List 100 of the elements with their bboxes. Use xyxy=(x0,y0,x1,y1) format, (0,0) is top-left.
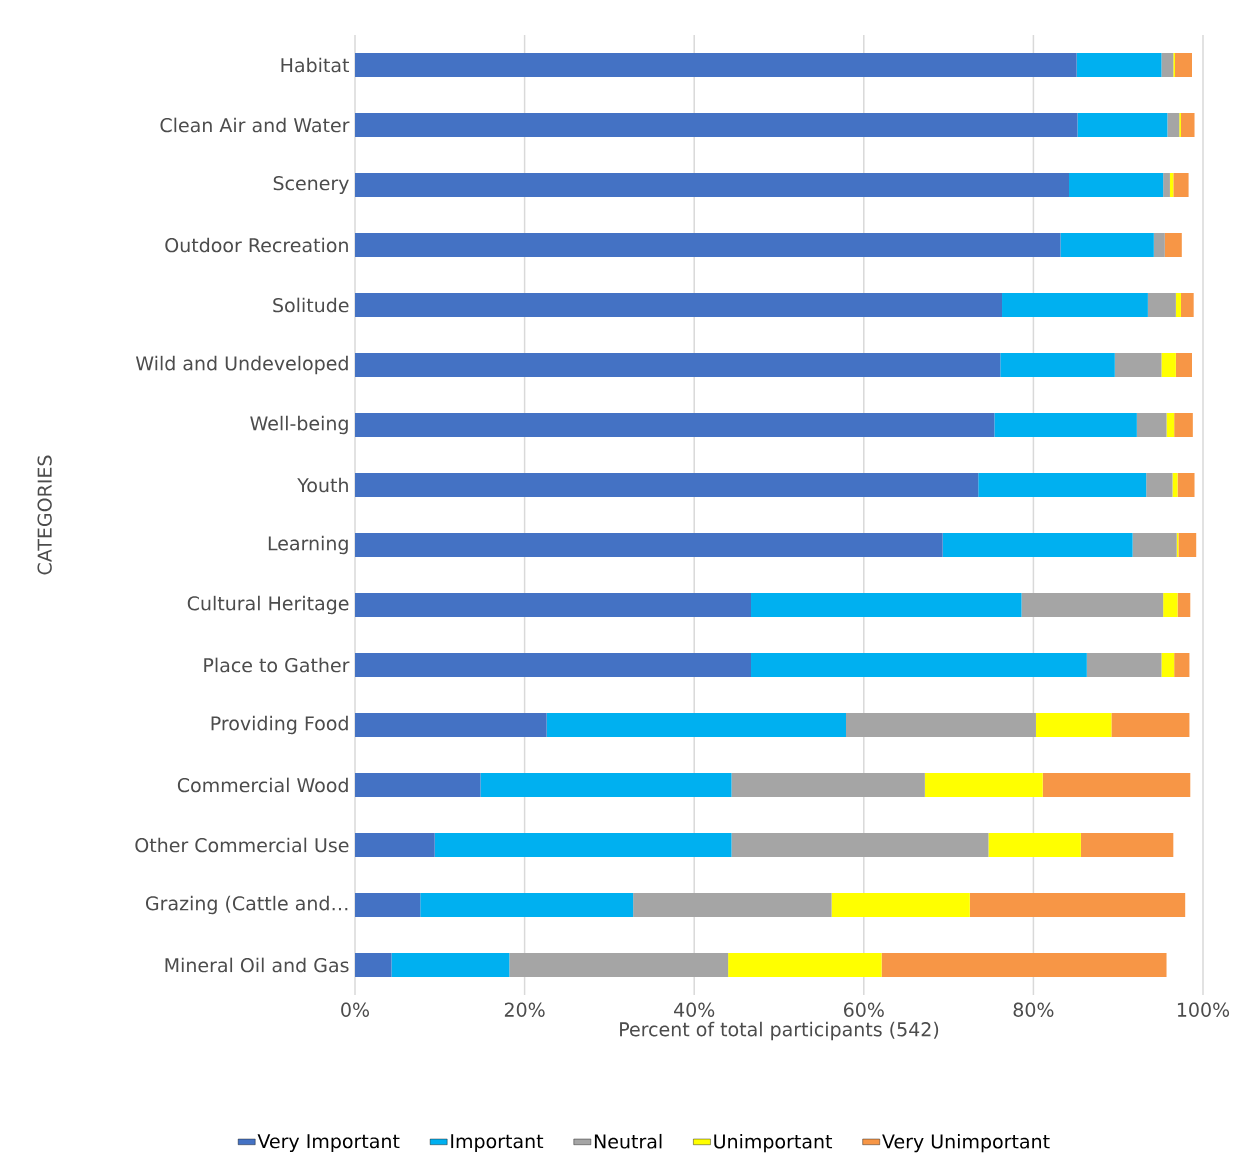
bar xyxy=(1077,113,1168,137)
bar xyxy=(1174,413,1193,437)
bar xyxy=(1146,473,1173,497)
bar xyxy=(355,233,1061,257)
bar xyxy=(1166,413,1175,437)
bar xyxy=(1060,233,1154,257)
x-tick-label: 100% xyxy=(1177,1002,1230,1017)
y-tick-label: Youth xyxy=(297,477,348,493)
bar xyxy=(1175,293,1181,317)
bar xyxy=(1161,353,1176,377)
bar xyxy=(355,533,943,557)
bar xyxy=(355,113,1078,137)
bar xyxy=(1164,233,1182,257)
bar xyxy=(1136,413,1167,437)
bar xyxy=(1111,713,1190,737)
bar xyxy=(391,953,510,977)
bar xyxy=(420,893,634,917)
x-tick-label: 0% xyxy=(341,1002,370,1017)
y-tick-label: Grazing (Cattle and… xyxy=(145,895,348,915)
bar xyxy=(942,533,1133,557)
bar xyxy=(969,893,1186,917)
x-tick-label: 60% xyxy=(844,1002,884,1017)
bar xyxy=(480,773,732,797)
y-tick-label: Solitude xyxy=(273,297,349,313)
bar xyxy=(1163,593,1178,617)
bar xyxy=(1173,173,1189,197)
y-tick-label: Commercial Wood xyxy=(177,777,348,793)
bar xyxy=(978,473,1147,497)
bar xyxy=(1042,773,1191,797)
bar xyxy=(1175,53,1192,77)
bar xyxy=(1076,53,1162,77)
bar xyxy=(355,173,1070,197)
y-tick-label: Scenery xyxy=(273,175,349,195)
bar xyxy=(355,293,1003,317)
bar xyxy=(355,833,435,857)
bar xyxy=(1167,113,1180,137)
y-tick-label: Mineral Oil and Gas xyxy=(165,957,349,973)
bar xyxy=(1175,353,1192,377)
bar xyxy=(881,953,1167,977)
bar xyxy=(845,713,1036,737)
x-tick-label: 20% xyxy=(504,1002,545,1017)
bar xyxy=(1177,593,1191,617)
y-axis-title: CATEGORIES xyxy=(37,455,52,575)
bar xyxy=(434,833,732,857)
legend-label: Very Important xyxy=(257,1134,400,1153)
bar xyxy=(1180,113,1195,137)
bar xyxy=(731,833,989,857)
bar xyxy=(1069,173,1164,197)
bar xyxy=(924,773,1043,797)
bar xyxy=(1086,653,1162,677)
y-tick-label: Habitat xyxy=(281,57,350,73)
bar xyxy=(546,713,846,737)
bar xyxy=(751,653,1087,677)
bar xyxy=(355,413,995,437)
bar xyxy=(1132,533,1177,557)
x-axis-title: Percent of total participants (542) xyxy=(620,1021,939,1041)
bar xyxy=(1178,533,1197,557)
bar xyxy=(1153,233,1165,257)
y-tick-label: Well-being xyxy=(250,415,348,435)
bar xyxy=(728,953,882,977)
bar xyxy=(1021,593,1164,617)
bar xyxy=(1161,53,1174,77)
bar xyxy=(1002,293,1148,317)
bar xyxy=(355,773,481,797)
y-tick-label: Providing Food xyxy=(211,715,348,735)
y-tick-label: Clean Air and Water xyxy=(160,117,350,133)
bar xyxy=(1174,653,1190,677)
bar xyxy=(1000,353,1115,377)
bar xyxy=(831,893,970,917)
bar xyxy=(1180,293,1194,317)
bar xyxy=(1035,713,1112,737)
bar xyxy=(751,593,1022,617)
legend-label: Important xyxy=(451,1134,544,1153)
y-tick-label: Place to Gather xyxy=(204,657,350,673)
y-tick-label: Learning xyxy=(268,535,348,555)
bar xyxy=(994,413,1137,437)
bar xyxy=(731,773,925,797)
bar xyxy=(355,593,752,617)
legend-label: Unimportant xyxy=(714,1133,833,1153)
bar xyxy=(633,893,832,917)
bar xyxy=(355,893,421,917)
bar xyxy=(355,353,1001,377)
y-tick-label: Wild and Undeveloped xyxy=(135,355,348,375)
bar xyxy=(1147,293,1176,317)
bar xyxy=(355,653,752,677)
bar xyxy=(1163,173,1170,197)
bar xyxy=(355,473,979,497)
bar xyxy=(355,53,1077,77)
bar xyxy=(355,713,547,737)
bar xyxy=(1080,833,1174,857)
bar xyxy=(988,833,1081,857)
y-tick-label: Other Commercial Use xyxy=(135,837,349,853)
bar xyxy=(355,953,392,977)
legend-label: Neutral xyxy=(594,1133,662,1149)
legend-label: Very Unimportant xyxy=(882,1133,1050,1153)
y-tick-label: Cultural Heritage xyxy=(187,595,349,615)
x-tick-label: 80% xyxy=(1013,1002,1054,1017)
bar xyxy=(1177,473,1195,497)
y-tick-label: Outdoor Recreation xyxy=(165,237,348,253)
x-tick-label: 40% xyxy=(674,1002,715,1017)
